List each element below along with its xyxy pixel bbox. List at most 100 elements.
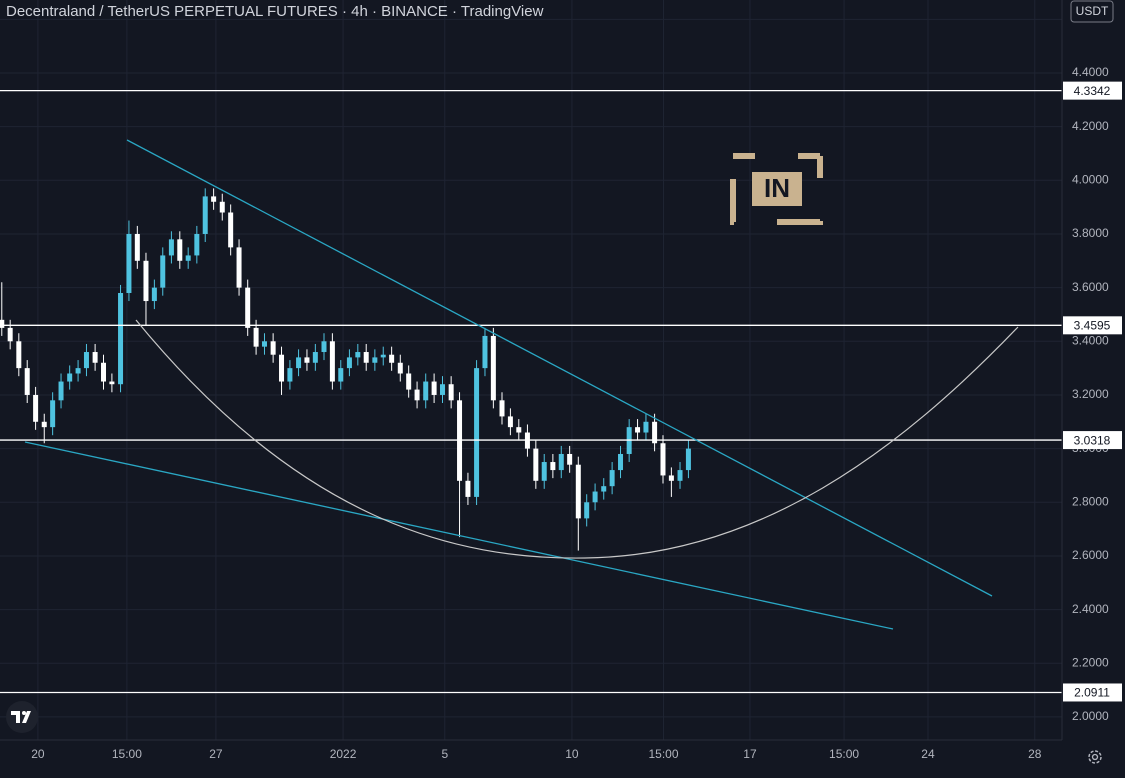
level-label-box — [1063, 683, 1122, 702]
candle-body — [177, 239, 183, 261]
candle-body — [338, 368, 344, 382]
candle-body — [160, 255, 166, 288]
level-label-box — [1063, 316, 1122, 335]
lower-trendline — [24, 441, 894, 630]
candle-body — [533, 448, 539, 481]
candle-body — [168, 239, 174, 256]
candle-body — [219, 201, 225, 213]
candle-body — [118, 292, 124, 385]
candle-body — [109, 381, 115, 385]
candle-body — [558, 453, 564, 471]
candle-body — [355, 352, 361, 358]
x-tick-label: 17 — [743, 747, 757, 761]
x-tick-label: 20 — [31, 747, 45, 761]
candle-body — [389, 354, 395, 363]
x-tick-label: 27 — [209, 747, 223, 761]
candle-body — [482, 335, 488, 369]
candle-body — [83, 352, 89, 369]
candle-body — [24, 368, 30, 395]
y-tick-label: 3.2000 — [1072, 387, 1109, 401]
level-label: 3.4595 — [1074, 318, 1111, 332]
level-label-box — [1063, 431, 1122, 450]
candle-body — [126, 233, 132, 293]
tv-dot — [22, 711, 26, 715]
candle-body — [575, 464, 581, 519]
candle-body — [423, 381, 429, 401]
currency-label: USDT — [1076, 4, 1109, 18]
level-label: 3.0318 — [1074, 433, 1111, 447]
candle-body — [685, 448, 691, 471]
candle-body — [245, 287, 251, 328]
chart-title: Decentraland / TetherUS PERPETUAL FUTURE… — [6, 3, 544, 20]
x-tick-label: 15:00 — [829, 747, 859, 761]
candle-body — [261, 341, 267, 347]
gear-hub — [1091, 753, 1099, 761]
gear-teeth — [1088, 750, 1102, 764]
candle-body — [448, 384, 454, 401]
settings-icon[interactable] — [1088, 750, 1102, 764]
candle-body — [41, 421, 47, 428]
candle-body — [58, 381, 64, 401]
candle-body — [151, 287, 157, 302]
y-tick-label: 4.4000 — [1072, 65, 1109, 79]
candle-body — [321, 341, 327, 353]
candle-body — [499, 400, 505, 417]
candle-body — [279, 354, 285, 382]
candle-body — [507, 416, 513, 428]
candle-body — [643, 421, 649, 433]
x-tick-label: 15:00 — [112, 747, 142, 761]
candle-body — [228, 212, 234, 248]
level-labels: 4.3342 3.4595 3.0318 2.0911 — [1063, 81, 1122, 702]
price-axis — [1062, 0, 1125, 778]
tradingview-logo[interactable] — [6, 701, 38, 733]
candle-body — [185, 255, 191, 261]
candle-body — [465, 480, 471, 497]
candle-body — [101, 362, 107, 382]
candle-body — [618, 453, 624, 471]
candle-body — [677, 470, 683, 481]
x-tick-label: 28 — [1028, 747, 1042, 761]
candle-body — [440, 384, 445, 395]
y-tick-label: 2.6000 — [1072, 548, 1109, 562]
candle-body — [92, 352, 98, 363]
candle-body — [287, 368, 293, 382]
candle-body — [668, 475, 674, 481]
candle-body — [414, 389, 420, 401]
level-label-box — [1063, 81, 1122, 100]
candle-body — [584, 502, 590, 519]
candle-body — [363, 352, 369, 363]
currency-box[interactable] — [1070, 0, 1114, 23]
candle-body — [406, 373, 412, 390]
candle-body — [652, 421, 658, 444]
candle-body — [329, 341, 335, 382]
tv-glyph — [11, 711, 31, 723]
candle-body — [194, 233, 200, 256]
candle-body — [236, 247, 242, 288]
upper-trendline — [126, 139, 993, 597]
candle-body — [380, 354, 386, 358]
logo-block — [752, 172, 802, 206]
candle-body — [601, 486, 607, 492]
y-tick-label: 2.0000 — [1072, 709, 1109, 723]
candle-body — [550, 462, 556, 471]
candle-body — [7, 327, 13, 342]
logo: IN — [730, 153, 823, 225]
levels — [0, 89, 1062, 694]
candle-body — [0, 319, 5, 328]
x-tick-label: 2022 — [330, 747, 357, 761]
candle-body — [346, 357, 352, 369]
candle-body — [134, 233, 140, 261]
x-tick-label: 24 — [921, 747, 935, 761]
y-tick-label: 3.6000 — [1072, 280, 1109, 294]
candle-body — [143, 260, 149, 302]
candle-body — [75, 368, 81, 374]
y-tick-label: 3.4000 — [1072, 333, 1109, 347]
candle-body — [253, 327, 259, 347]
candle-body — [304, 357, 310, 363]
candle-body — [50, 400, 56, 428]
logo-frame — [730, 153, 823, 225]
tv-badge — [6, 701, 38, 733]
candle-body — [202, 196, 208, 234]
